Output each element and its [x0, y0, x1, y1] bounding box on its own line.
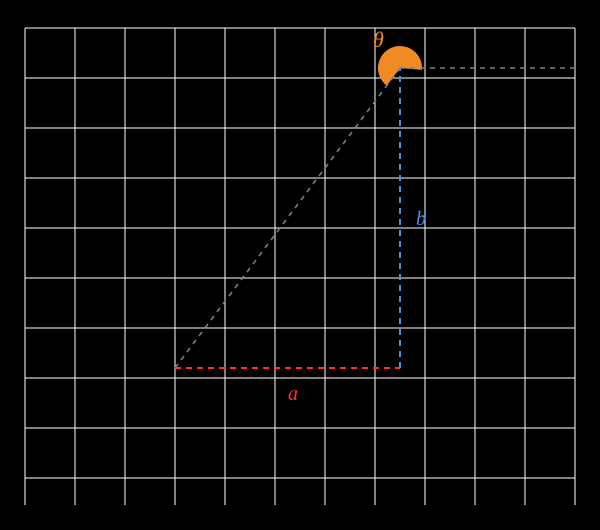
label-theta: θ: [373, 27, 384, 52]
background: [0, 0, 600, 530]
label-b: b: [416, 208, 426, 230]
label-a: a: [288, 383, 298, 405]
trig-diagram: θ a b: [0, 0, 600, 530]
